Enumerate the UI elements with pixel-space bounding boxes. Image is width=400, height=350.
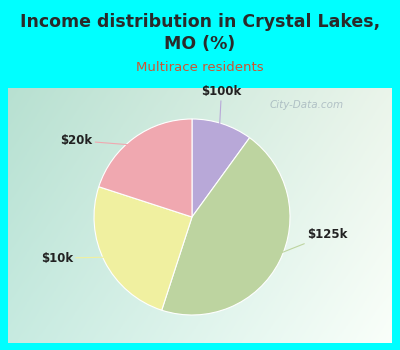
Wedge shape [162,138,290,315]
Wedge shape [94,187,192,310]
Text: Income distribution in Crystal Lakes,
MO (%): Income distribution in Crystal Lakes, MO… [20,13,380,53]
Text: $20k: $20k [60,134,137,147]
Text: City-Data.com: City-Data.com [269,100,343,110]
Text: $10k: $10k [41,252,111,265]
Text: Multirace residents: Multirace residents [136,61,264,74]
Wedge shape [192,119,250,217]
Text: $125k: $125k [273,228,348,256]
Text: $100k: $100k [201,85,242,130]
Wedge shape [99,119,192,217]
